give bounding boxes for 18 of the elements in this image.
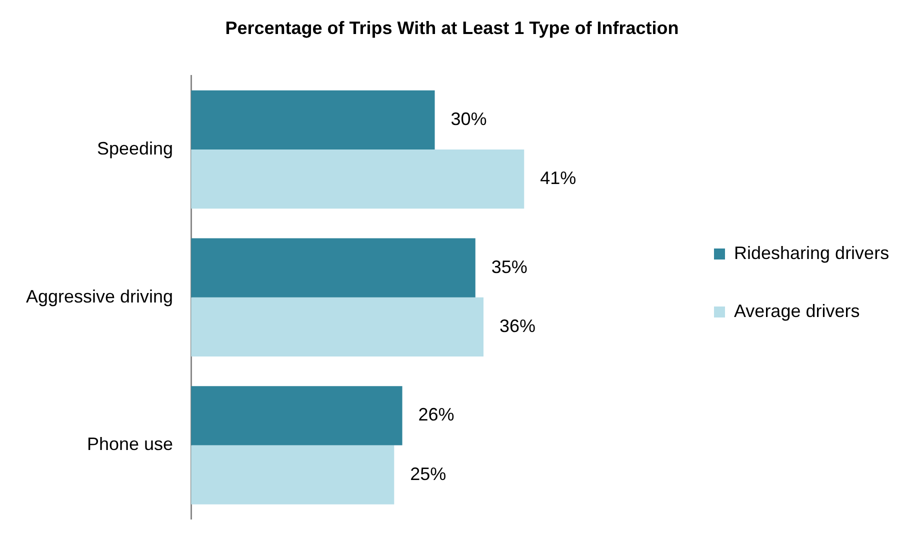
bar — [191, 90, 435, 150]
bar — [191, 297, 484, 357]
legend-label: Average drivers — [734, 300, 860, 321]
data-label: 41% — [540, 168, 576, 188]
bar — [191, 445, 394, 504]
y-tick-label: Aggressive driving — [26, 286, 174, 306]
bar — [191, 386, 402, 446]
y-tick-label: Phone use — [86, 434, 174, 454]
data-label: 30% — [450, 108, 487, 129]
data-label: 35% — [491, 256, 528, 277]
bar — [191, 238, 476, 298]
data-label: 26% — [418, 404, 454, 425]
y-tick-label: Speeding — [96, 138, 174, 158]
bar — [191, 150, 524, 209]
legend-label: Ridesharing drivers — [734, 242, 890, 263]
data-label: 36% — [500, 316, 536, 336]
data-label: 25% — [410, 464, 446, 484]
chart-title: Percentage of Trips With at Least 1 Type of Infraction — [225, 18, 679, 38]
